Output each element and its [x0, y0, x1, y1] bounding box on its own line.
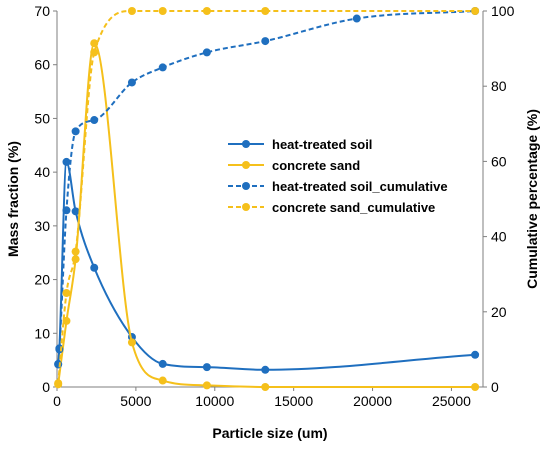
y-left-tick-label: 40 [34, 164, 50, 180]
data-point [54, 360, 63, 369]
data-point [90, 263, 99, 272]
y-left-tick-label: 60 [34, 57, 50, 73]
data-point [90, 116, 99, 125]
data-point [62, 289, 71, 297]
data-point [71, 127, 80, 136]
data-point [202, 48, 211, 57]
data-point [127, 7, 136, 15]
y-left-tick-label: 70 [34, 3, 50, 19]
data-point [71, 207, 80, 216]
data-point [471, 7, 480, 15]
series-1 [54, 39, 480, 391]
y-right-tick-label: 80 [491, 78, 507, 94]
data-point [261, 365, 270, 374]
data-point [62, 157, 71, 166]
y-right-tick-label: 20 [491, 304, 507, 320]
legend-marker [242, 140, 250, 148]
legend-item: concrete sand [228, 158, 360, 173]
legend-item: concrete sand_cumulative [228, 200, 435, 215]
legend-label: concrete sand_cumulative [272, 200, 435, 215]
y-right-tick-label: 100 [491, 3, 515, 19]
y-left-tick-label: 30 [34, 218, 50, 234]
y-left-tick-label: 20 [34, 272, 50, 288]
legend-marker [242, 161, 250, 169]
data-point [71, 247, 80, 256]
legend-marker [242, 182, 250, 190]
series-line [57, 42, 476, 389]
data-point [158, 376, 167, 385]
data-point [54, 379, 63, 388]
x-tick-label: 15000 [274, 393, 313, 409]
data-point [471, 383, 480, 391]
data-point [352, 14, 361, 23]
x-axis-title: Particle size (um) [212, 425, 327, 441]
series-layer [54, 7, 480, 391]
legend-label: concrete sand [272, 158, 360, 173]
data-point [261, 383, 270, 391]
data-point [127, 78, 136, 87]
y-left-tick-label: 10 [34, 325, 50, 341]
y-right-tick-label: 40 [491, 229, 507, 245]
data-point [261, 37, 270, 46]
legend-item: heat-treated soil [228, 137, 372, 152]
legend-item: heat-treated soil_cumulative [228, 179, 448, 194]
y-left-tick-label: 0 [42, 379, 50, 395]
data-point [62, 206, 71, 215]
x-tick-label: 25000 [432, 393, 471, 409]
y-axis-left-title: Mass fraction (%) [5, 141, 21, 257]
data-point [202, 7, 211, 15]
legend-label: heat-treated soil_cumulative [272, 179, 448, 194]
legend: heat-treated soil concrete sand heat-treat… [228, 137, 448, 215]
y-axis-right-title: Cumulative percentage (%) [524, 109, 540, 289]
axes: 0 5000 10000 15000 20000 25000 0 10 20 30 40 50 60 70… [34, 3, 514, 409]
data-point [158, 359, 167, 368]
data-point [158, 63, 167, 72]
data-point [202, 381, 211, 390]
data-point [471, 350, 480, 359]
data-point [261, 7, 270, 15]
x-tick-label: 10000 [195, 393, 234, 409]
series-3 [54, 7, 480, 388]
y-left-tick-label: 50 [34, 110, 50, 126]
data-point [90, 48, 99, 57]
series-line [57, 9, 476, 384]
series-line [57, 10, 476, 365]
legend-marker [242, 203, 250, 211]
legend-label: heat-treated soil [272, 137, 372, 152]
y-right-tick-label: 60 [491, 153, 507, 169]
data-point [202, 363, 211, 372]
x-tick-label: 0 [53, 393, 61, 409]
data-point [127, 338, 136, 347]
x-tick-label: 20000 [353, 393, 392, 409]
data-point [158, 7, 167, 15]
x-tick-label: 5000 [120, 393, 151, 409]
y-right-tick-label: 0 [491, 379, 499, 395]
